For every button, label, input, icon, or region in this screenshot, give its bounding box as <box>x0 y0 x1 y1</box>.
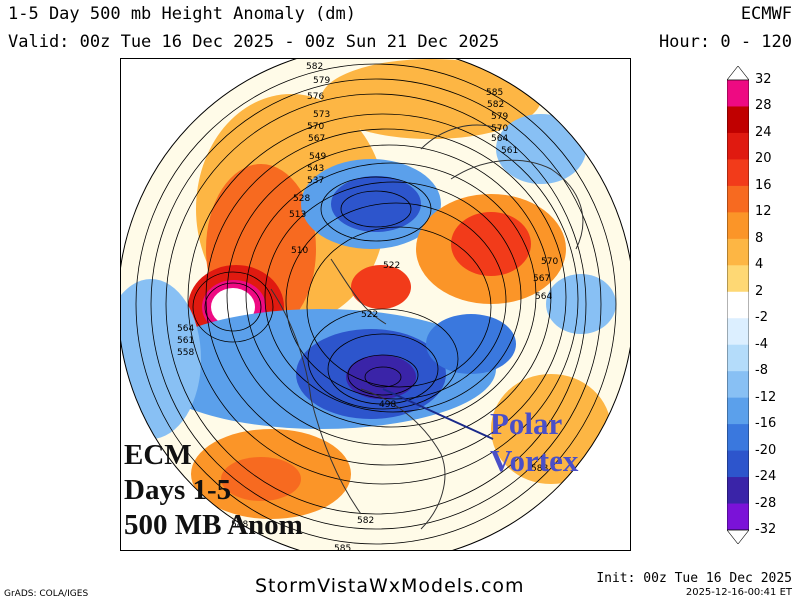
colorbar-label: -2 <box>755 310 768 326</box>
polar-vortex-annotation: Polar Vortex <box>490 405 578 479</box>
website-footer: StormVistaWxModels.com <box>255 575 525 597</box>
anomaly-positive-south-core <box>221 457 301 501</box>
ecm-annotation-line: 500 MB Anom <box>124 509 303 541</box>
anomaly-positive-atlantic <box>491 374 611 484</box>
colorbar-label: -12 <box>755 389 777 405</box>
forecast-hours: Hour: 0 - 120 <box>658 32 792 52</box>
model-name: ECMWF <box>740 4 792 24</box>
colorbar-label: 32 <box>755 72 772 87</box>
colorbar-swatch <box>727 159 749 187</box>
contour-label: 558 <box>177 348 194 358</box>
coastlines <box>270 124 584 530</box>
contour-label: 522 <box>383 261 400 271</box>
colorbar-label: 4 <box>755 257 764 273</box>
anomaly-positive-east-core <box>451 212 531 276</box>
colorbar-swatch <box>727 132 749 160</box>
grads-credit: GrADS: COLA/IGES <box>4 589 89 599</box>
colorbar-outline <box>727 79 749 531</box>
contour-label: 588 <box>531 464 548 474</box>
anomaly-negative-arctic-core <box>331 176 421 232</box>
contour-label: 579 <box>491 112 508 122</box>
contour-label: 528 <box>293 194 310 204</box>
contour-label: 537 <box>307 176 324 186</box>
contour-label: 522 <box>361 310 378 320</box>
generation-timestamp: 2025-12-16-00:41 ET <box>685 587 792 598</box>
anomaly-negative-far-east <box>546 274 616 334</box>
ecm-annotation: ECM Days 1-5 500 MB Anom <box>124 438 303 543</box>
colorbar-swatch <box>727 477 749 505</box>
color-scale-bar <box>727 66 749 544</box>
colorbar-label: 8 <box>755 230 764 246</box>
colorbar-swatch <box>727 185 749 213</box>
colorbar-label: 2 <box>755 283 764 299</box>
colorbar-label: -16 <box>755 416 777 432</box>
init-time: Init: 00z Tue 16 Dec 2025 <box>596 571 792 586</box>
contour-label: 570 <box>491 124 508 134</box>
colorbar-swatch <box>727 265 749 293</box>
contour-label: 549 <box>309 152 326 162</box>
colorbar-label: -20 <box>755 442 777 458</box>
colorbar-swatch <box>727 424 749 452</box>
contour-label: 582 <box>357 516 374 526</box>
colorbar-label: -24 <box>755 469 777 485</box>
contour-label: 570 <box>541 257 558 267</box>
contour-label: 582 <box>487 100 504 110</box>
colorbar-swatch <box>727 106 749 134</box>
contour-label: 564 <box>491 134 508 144</box>
colorbar-swatch <box>727 397 749 425</box>
colorbar-swatch <box>727 80 749 107</box>
anomaly-map: 582 579 576 573 570 567 549 543 537 528 … <box>121 59 630 550</box>
colorbar-top-arrow <box>727 66 749 81</box>
contour-label: 579 <box>313 76 330 86</box>
anomaly-negative-vortex-core <box>346 355 416 399</box>
polar-vortex-line: Polar <box>490 406 563 441</box>
contour-label: 561 <box>501 146 518 156</box>
colorbar-label: 28 <box>755 98 772 114</box>
colorbar-label: -28 <box>755 495 777 511</box>
contour-label: 573 <box>313 110 330 120</box>
contour-label: 564 <box>535 292 552 302</box>
colorbar-swatch <box>727 450 749 478</box>
colorbar-swatch <box>727 503 749 531</box>
contour-label: 585 <box>486 88 503 98</box>
colorbar-swatch <box>727 238 749 266</box>
colorbar-label: 24 <box>755 124 772 140</box>
contour-label: 510 <box>291 246 308 256</box>
contour-label-group: 582 579 576 573 570 567 549 543 537 528 … <box>177 62 558 550</box>
map-title: 1-5 Day 500 mb Height Anomaly (dm) <box>8 4 356 24</box>
ecm-annotation-line: Days 1-5 <box>124 474 232 506</box>
polar-vortex-line: Vortex <box>490 443 579 478</box>
anomaly-negative-atlantic <box>426 314 516 374</box>
colorbar-label: -32 <box>755 522 777 537</box>
colorbar-label: -4 <box>755 336 768 352</box>
colorbar-label: 16 <box>755 177 772 193</box>
contour-label: 576 <box>307 92 324 102</box>
contour-label: 567 <box>308 134 325 144</box>
contour-label: 564 <box>177 324 194 334</box>
contour-label: 570 <box>307 122 324 132</box>
colorbar-label: 20 <box>755 151 772 167</box>
contour-label: 543 <box>307 164 324 174</box>
colorbar-label: -8 <box>755 363 768 379</box>
colorbar-swatch <box>727 212 749 240</box>
contour-label: 498 <box>379 400 396 410</box>
contour-label: 585 <box>334 544 351 550</box>
colorbar-swatch <box>727 318 749 346</box>
contour-label: 561 <box>177 336 194 346</box>
colorbar-swatch <box>727 291 749 319</box>
ecm-annotation-line: ECM <box>124 439 192 471</box>
colorbar-swatch <box>727 344 749 372</box>
contour-label: 513 <box>289 210 306 220</box>
contour-label: 567 <box>533 274 550 284</box>
contour-label: 588 <box>231 520 248 530</box>
valid-period: Valid: 00z Tue 16 Dec 2025 - 00z Sun 21 … <box>8 32 500 52</box>
height-contours <box>135 63 617 545</box>
contour-label: 582 <box>306 62 323 72</box>
anomaly-positive-central <box>351 265 411 309</box>
colorbar-bottom-arrow <box>727 529 749 544</box>
colorbar-swatch <box>727 371 749 399</box>
polar-vortex-pointer <box>382 388 494 440</box>
colorbar-label: 12 <box>755 204 772 220</box>
map-panel: 582 579 576 573 570 567 549 543 537 528 … <box>120 58 631 551</box>
